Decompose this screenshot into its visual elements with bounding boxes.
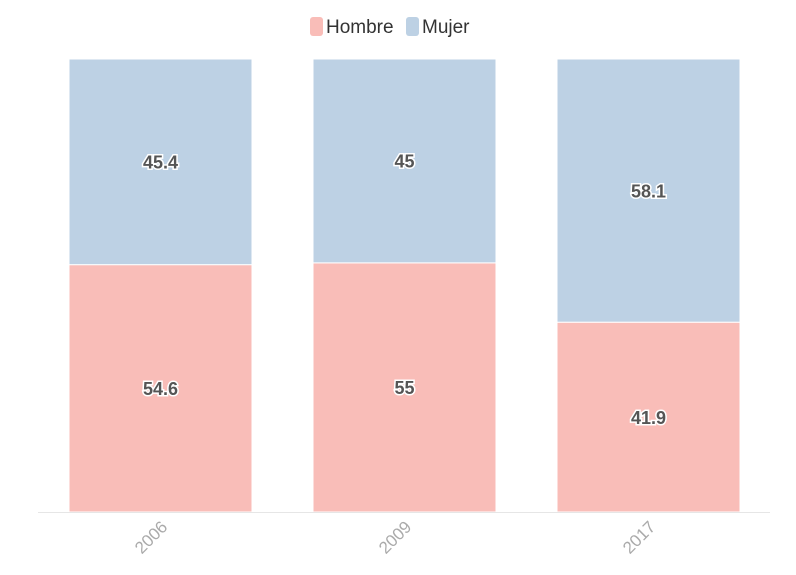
bar-mujer-2009 <box>312 58 497 264</box>
legend-item-mujer[interactable]: Mujer <box>406 17 470 38</box>
x-tick-label-2006: 2006 <box>131 517 171 557</box>
x-tick-label-2009: 2009 <box>375 517 415 557</box>
bar-mujer-2006 <box>68 58 253 266</box>
data-label-mujer-2009: 45 <box>394 152 414 172</box>
legend: Hombre Mujer <box>310 17 470 38</box>
data-label-mujer-2017: 58.1 <box>631 181 666 201</box>
bar-hombre-2006 <box>68 264 253 513</box>
x-tick-label-2017: 2017 <box>619 517 659 557</box>
data-labels: 54.6 45.4 55 45 41.9 58.1 <box>141 150 667 429</box>
legend-swatch-hombre <box>310 17 323 36</box>
legend-label-mujer: Mujer <box>422 17 470 38</box>
bar-mujer-2017 <box>556 58 741 323</box>
legend-item-hombre[interactable]: Hombre <box>310 17 394 38</box>
legend-swatch-mujer <box>406 17 419 36</box>
data-label-mujer-2006: 45.4 <box>143 153 178 173</box>
legend-label-hombre: Hombre <box>326 17 394 38</box>
bar-hombre-2017 <box>556 321 741 513</box>
x-tick-labels: 2006 2009 2017 <box>131 517 659 557</box>
data-label-hombre-2009: 55 <box>394 378 414 398</box>
data-label-hombre-2017: 41.9 <box>631 408 666 428</box>
bars <box>68 58 741 513</box>
data-label-hombre-2006: 54.6 <box>143 379 178 399</box>
